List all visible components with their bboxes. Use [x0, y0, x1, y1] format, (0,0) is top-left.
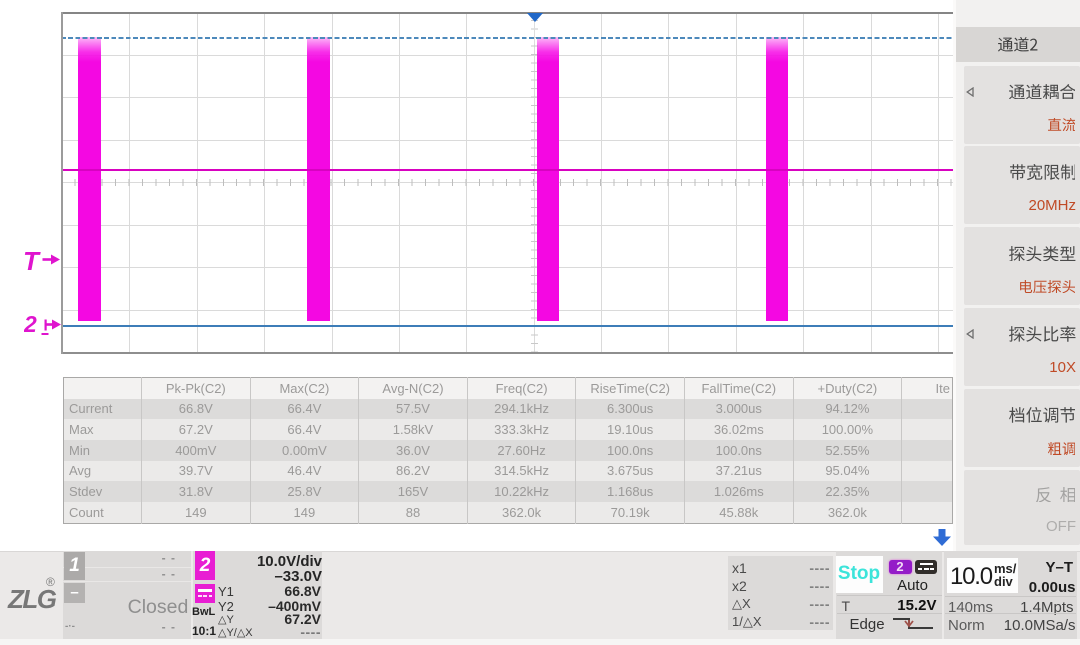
svg-text:T: T — [23, 246, 41, 275]
svg-text:2: 2 — [24, 312, 37, 337]
